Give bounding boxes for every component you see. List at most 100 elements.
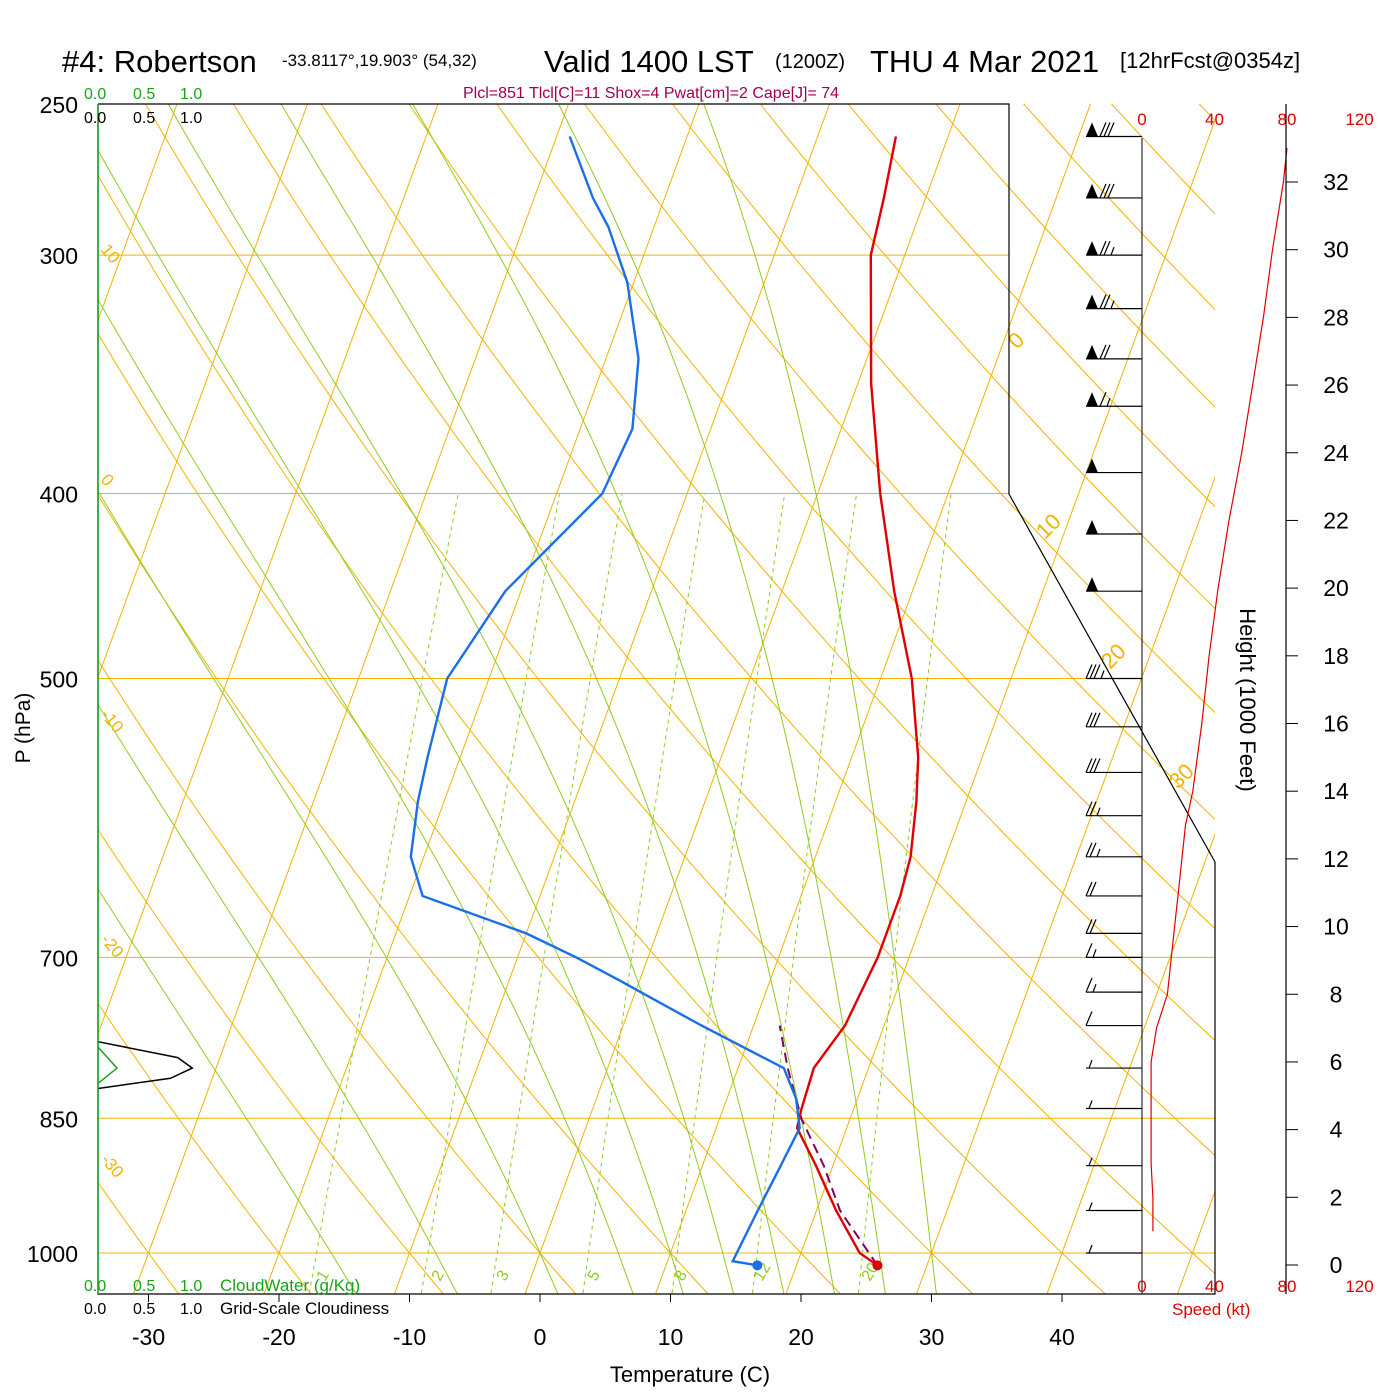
dry-adiabat-label: -30 xyxy=(97,1150,127,1181)
dry-adiabat-70 xyxy=(408,104,1215,1042)
cloudiness-label: Grid-Scale Cloudiness xyxy=(220,1299,389,1318)
dry-adiabat-label: 0 xyxy=(97,470,118,489)
dry-adiabat--30 xyxy=(98,1181,180,1294)
pressure-tick-label: 300 xyxy=(40,243,78,269)
isotherm--10 xyxy=(393,104,831,1294)
wind-barb-flag xyxy=(1099,240,1107,256)
wind-barb-flag xyxy=(1089,758,1097,773)
wind-barb-flag xyxy=(1085,943,1093,958)
height-tick-label: 0 xyxy=(1330,1252,1343,1278)
x-axis-label: Temperature (C) xyxy=(610,1362,770,1387)
wind-barb-flag xyxy=(1099,294,1107,309)
wind-barb xyxy=(1086,519,1142,535)
moist-adiabat--8 xyxy=(98,703,459,1294)
wind-barb-flag xyxy=(1085,881,1093,897)
wind-barb-pennant xyxy=(1086,241,1098,256)
speed-tick-top: 40 xyxy=(1205,110,1224,129)
mixing-ratio-label: 5 xyxy=(585,1268,604,1284)
temperature-tick-label: -20 xyxy=(262,1324,295,1350)
cloudiness-tick-bottom: 0.0 xyxy=(84,1301,106,1318)
wind-barb-half-flag xyxy=(1110,246,1115,256)
cloud-water-tick-bottom: 0.5 xyxy=(133,1278,155,1295)
wind-barbs xyxy=(1085,122,1142,1254)
station-coords: -33.8117°,19.903° (54,32) xyxy=(282,51,477,70)
wind-barb-flag xyxy=(1099,344,1107,360)
surface-temperature-point xyxy=(872,1260,883,1271)
valid-time: Valid 1400 LST xyxy=(544,44,754,79)
height-tick-label: 22 xyxy=(1323,507,1349,533)
wind-barb xyxy=(1086,294,1142,310)
wind-barb-half-flag xyxy=(1088,1100,1093,1109)
wind-barb-flag xyxy=(1089,919,1097,934)
isotherm-label: 0 xyxy=(1003,327,1029,353)
dry-adiabat-110 xyxy=(759,104,1215,610)
wind-barb xyxy=(1085,712,1142,728)
mixing-ratio-20 xyxy=(857,493,952,1294)
cloudiness-tick-top: 0.0 xyxy=(84,110,106,127)
speed-tick-top: 120 xyxy=(1345,110,1373,129)
isotherm-0 xyxy=(524,104,961,1294)
moist-adiabat-10 xyxy=(98,149,684,1294)
cloud-water-tick-top: 0.0 xyxy=(84,86,106,103)
cloud-water-profile xyxy=(97,1046,119,1084)
parcel-trace xyxy=(778,1025,879,1266)
cloudiness-tick-bottom: 1.0 xyxy=(180,1301,202,1318)
dry-adiabat--10 xyxy=(98,828,445,1294)
isotherm--30 xyxy=(132,104,570,1294)
cloud-water-tick-top: 1.0 xyxy=(180,86,202,103)
mixing-ratio-3 xyxy=(490,493,623,1294)
pressure-tick-label: 500 xyxy=(40,667,78,693)
wind-barb-half-flag xyxy=(1088,1157,1093,1166)
wind-barb-half-flag xyxy=(1110,300,1115,309)
dry-adiabat-80 xyxy=(496,104,1215,930)
dry-adiabat--20 xyxy=(98,1002,312,1294)
wind-barb-flag xyxy=(1103,122,1111,137)
isotherm--60 xyxy=(98,104,178,322)
wind-barb-flag xyxy=(1089,842,1097,858)
cloudiness-tick-top: 1.0 xyxy=(180,110,202,127)
wind-barb xyxy=(1086,1202,1142,1212)
isotherm-label: 10 xyxy=(1031,509,1066,544)
height-tick-label: 24 xyxy=(1323,440,1349,466)
wind-barb-flag xyxy=(1099,122,1107,137)
speed-tick-bottom: 0 xyxy=(1137,1277,1146,1296)
wind-barb-pennant xyxy=(1086,122,1098,137)
height-tick-label: 28 xyxy=(1323,304,1349,330)
dry-adiabat-lines xyxy=(98,104,1215,1294)
wind-barb-flag xyxy=(1085,664,1093,679)
isotherm-lines xyxy=(98,104,1215,1294)
wind-barb xyxy=(1086,1244,1142,1254)
wind-barb-half-flag xyxy=(1106,398,1111,407)
wind-barb-flag xyxy=(1107,122,1115,137)
wind-barb xyxy=(1085,919,1142,934)
wind-barb-flag xyxy=(1089,712,1097,728)
wind-barb-flag xyxy=(1085,919,1093,934)
wind-barb-flag xyxy=(1099,391,1107,407)
wind-barb-flag xyxy=(1093,664,1101,679)
isotherm-30 xyxy=(915,476,1215,1294)
isotherm-50 xyxy=(1176,1190,1215,1294)
temperature-tick-label: 0 xyxy=(534,1324,547,1350)
wind-barb xyxy=(1086,1100,1142,1110)
isotherm-20 xyxy=(785,118,1215,1294)
moist-adiabat-26 xyxy=(557,104,886,1294)
speed-tick-bottom: 80 xyxy=(1278,1277,1297,1296)
wind-barb-half-flag xyxy=(1088,1059,1093,1069)
moist-adiabat-lines xyxy=(98,104,937,1294)
height-tick-label: 20 xyxy=(1323,575,1349,601)
height-tick-label: 32 xyxy=(1323,169,1349,195)
dry-adiabat-label: 10 xyxy=(97,240,124,267)
wind-barb-flag xyxy=(1103,183,1111,199)
wind-barb-flag xyxy=(1085,712,1093,728)
valid-date: THU 4 Mar 2021 xyxy=(870,44,1099,79)
wind-barb-flag xyxy=(1093,712,1101,728)
wind-barb-flag xyxy=(1093,758,1101,773)
wind-barb xyxy=(1085,758,1142,774)
wind-barb xyxy=(1086,458,1142,474)
surface-dewpoint-point xyxy=(752,1260,763,1271)
wind-barb-flag xyxy=(1089,801,1097,816)
zulu-time: (1200Z) xyxy=(775,51,845,73)
cloud-water-label: CloudWater (g/Kg) xyxy=(220,1276,360,1295)
moist-adiabat-6 xyxy=(98,298,634,1294)
wind-barb-half-flag xyxy=(1092,949,1097,958)
